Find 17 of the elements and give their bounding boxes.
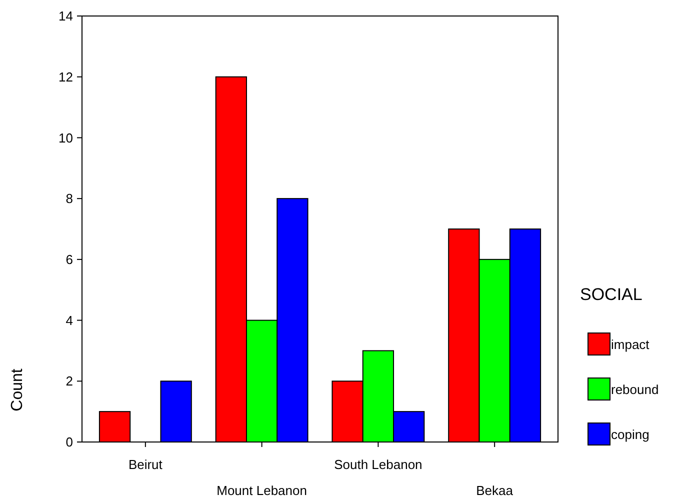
y-tick-label: 10 <box>58 130 73 146</box>
y-tick-label: 0 <box>66 434 73 450</box>
y-tick-label: 14 <box>58 8 73 24</box>
legend-label: coping <box>611 427 650 442</box>
y-tick-label: 2 <box>66 374 73 389</box>
y-tick-label: 12 <box>58 69 73 84</box>
legend-label: rebound <box>611 382 659 397</box>
x-tick-label: Beirut <box>128 457 163 472</box>
legend-label: impact <box>611 337 650 352</box>
y-axis-title: Count <box>9 368 26 412</box>
y-tick-label: 6 <box>66 252 73 267</box>
y-tick-label: 4 <box>66 312 73 328</box>
legend-title: SOCIAL <box>580 285 642 304</box>
x-tick-label: South Lebanon <box>334 457 422 472</box>
y-tick-label: 8 <box>66 191 73 206</box>
x-tick-label: Bekaa <box>476 483 514 498</box>
x-tick-label: Mount Lebanon <box>216 483 307 498</box>
